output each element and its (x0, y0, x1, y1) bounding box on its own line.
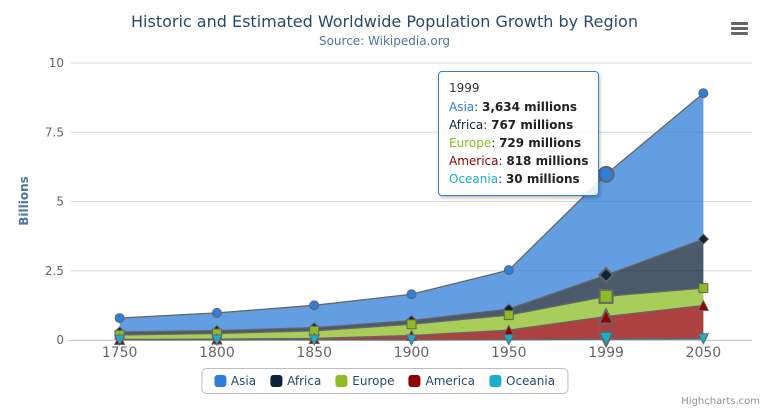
legend-item-africa[interactable]: Africa (270, 374, 321, 388)
marker-oceania-1750[interactable] (113, 334, 126, 347)
menu-bar (731, 22, 748, 25)
legend-swatch-america (408, 375, 421, 387)
x-axis-label: 1900 (394, 345, 430, 361)
marker-asia-1800[interactable] (211, 307, 222, 318)
marker-asia-1950[interactable] (503, 265, 514, 276)
marker-europe-1999[interactable] (598, 288, 614, 304)
marker-oceania-1800[interactable] (211, 334, 223, 347)
export-menu-icon[interactable] (731, 22, 748, 35)
marker-america-1999[interactable] (597, 307, 615, 325)
legend-label: Europe (352, 374, 395, 388)
x-axis-label: 1950 (491, 345, 527, 361)
y-axis-label: 7.5 (45, 125, 64, 139)
legend-label: Asia (230, 374, 257, 388)
legend-item-america[interactable]: America (408, 374, 476, 388)
area-africa[interactable] (119, 239, 704, 335)
legend-swatch-africa (270, 375, 283, 387)
y-axis-label: 5 (56, 195, 64, 209)
marker-europe-1950[interactable] (503, 310, 514, 321)
legend-item-oceania[interactable]: Oceania (489, 374, 555, 388)
marker-oceania-1950[interactable] (502, 334, 515, 346)
x-axis-label: 1850 (296, 345, 332, 361)
y-axis-label: 2.5 (45, 264, 64, 278)
legend: Asia Africa Europe America Oceania (200, 368, 569, 394)
chart-title: Historic and Estimated Worldwide Populat… (131, 12, 638, 31)
legend-item-asia[interactable]: Asia (213, 374, 257, 388)
chart-subtitle: Source: Wikipedia.org (318, 34, 451, 48)
legend-label: Oceania (506, 374, 556, 388)
marker-europe-1900[interactable] (406, 319, 417, 330)
legend-item-europe[interactable]: Europe (335, 374, 395, 388)
menu-bar (731, 27, 748, 30)
legend-swatch-asia (213, 375, 226, 387)
y-axis-label: 10 (49, 56, 64, 70)
menu-bar (731, 32, 748, 35)
x-axis-label: 1999 (588, 345, 624, 361)
x-axis-label: 1750 (102, 345, 138, 361)
area-america[interactable] (119, 305, 704, 340)
legend-label: America (425, 374, 476, 388)
marker-asia-2050[interactable] (698, 88, 709, 99)
marker-asia-1750[interactable] (114, 313, 125, 324)
x-axis-label: 2050 (686, 345, 722, 361)
y-axis-label: 0 (56, 333, 64, 347)
legend-label: Africa (287, 374, 322, 388)
marker-asia-1850[interactable] (309, 300, 320, 311)
credits-link[interactable]: Highcharts.com (681, 396, 760, 407)
marker-africa-1999[interactable] (597, 266, 615, 284)
area-asia[interactable] (119, 93, 704, 332)
marker-asia-1999[interactable] (597, 165, 615, 183)
marker-africa-2050[interactable] (697, 233, 710, 245)
marker-oceania-2050[interactable] (697, 333, 710, 345)
marker-oceania-1850[interactable] (308, 334, 321, 347)
marker-europe-2050[interactable] (698, 283, 709, 294)
x-axis-label: 1800 (199, 345, 235, 361)
marker-oceania-1999[interactable] (597, 331, 615, 349)
legend-swatch-oceania (489, 375, 502, 387)
legend-swatch-europe (335, 375, 348, 387)
marker-asia-1900[interactable] (406, 289, 417, 300)
marker-america-2050[interactable] (697, 299, 710, 311)
marker-oceania-1900[interactable] (405, 334, 418, 346)
